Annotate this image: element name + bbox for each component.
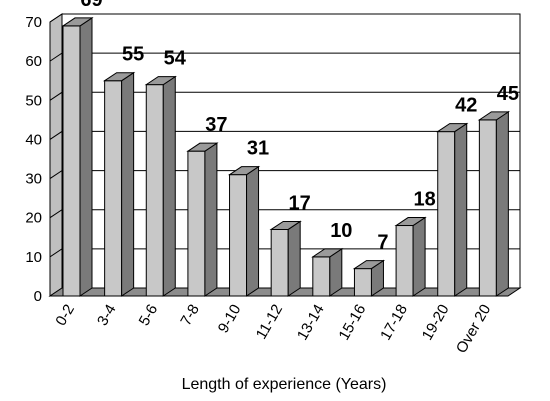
y-tick-label: 70 [25, 14, 42, 31]
bar-top [61, 17, 94, 27]
gridlines [49, 13, 520, 258]
y-tick-label: 10 [25, 249, 42, 266]
bar [144, 75, 177, 297]
y-tick-label: 50 [25, 92, 42, 109]
data-label: 45 [497, 83, 519, 105]
bar-top [186, 142, 219, 152]
bar-front [312, 256, 331, 297]
x-tick-label: Over 20 [453, 302, 494, 357]
x-tick-label: 13-14 [294, 302, 328, 344]
y-tick-labels: 0 10 20 30 40 50 60 70 [25, 14, 42, 305]
bar-front [104, 80, 123, 297]
data-label: 69 [80, 0, 102, 11]
gridline [49, 91, 520, 101]
bar-front [145, 84, 164, 297]
data-label: 54 [164, 48, 187, 70]
bar-side [162, 75, 176, 297]
bar [186, 142, 219, 297]
x-tick-label: 15-16 [336, 302, 370, 344]
data-label: 37 [205, 114, 227, 136]
bar [477, 110, 511, 297]
bars [61, 16, 511, 297]
bar [227, 165, 261, 297]
bar-front [395, 225, 414, 297]
bar [102, 71, 136, 297]
bar [352, 259, 386, 297]
bar-top [352, 260, 386, 270]
bar [61, 16, 94, 297]
gridline [49, 52, 520, 62]
x-tick-label: 17-18 [377, 302, 411, 344]
bar-top [311, 248, 344, 258]
data-labels: 69 55 54 37 31 17 10 7 18 42 45 [80, 0, 519, 254]
x-axis-title: Length of experience (Years) [182, 376, 387, 393]
bar-front [62, 25, 81, 297]
x-tick-label: 7-8 [177, 302, 203, 329]
bar-front [229, 174, 248, 297]
bar-top [102, 72, 136, 82]
bar-side [495, 110, 509, 297]
bar-top [227, 166, 261, 176]
gridline [49, 209, 520, 219]
bar-side [412, 216, 426, 297]
bar-side [121, 71, 135, 297]
data-label: 7 [377, 232, 388, 254]
x-tick-label: 11-12 [253, 302, 286, 343]
bar-side [287, 220, 301, 297]
gridline [49, 130, 520, 140]
bar-front [187, 150, 206, 297]
x-tick-labels: 0-2 3-4 5-6 7-8 9-10 11-12 13-14 15-16 17-18 19-2… [52, 302, 494, 357]
bar [394, 216, 427, 297]
side-wall [49, 13, 63, 297]
x-tick-label: 3-4 [94, 302, 120, 329]
bar [311, 247, 344, 297]
bar [436, 122, 469, 297]
y-tick-label: 0 [34, 288, 42, 305]
x-tick-label: 0-2 [52, 302, 78, 329]
data-label: 55 [122, 44, 144, 66]
bar [269, 220, 302, 297]
data-label: 17 [289, 192, 311, 214]
data-label: 10 [330, 220, 352, 242]
bar-side [454, 122, 468, 297]
y-tick-label: 20 [25, 210, 42, 227]
data-label: 31 [247, 138, 269, 160]
data-label: 42 [455, 95, 477, 117]
bar-top [477, 111, 511, 121]
y-tick-label: 60 [25, 53, 42, 70]
bar-top [394, 217, 427, 227]
y-tick-label: 40 [25, 131, 42, 148]
bar-top [269, 220, 302, 230]
bar-side [204, 142, 218, 297]
bar-front [353, 268, 372, 297]
bar-front [270, 228, 289, 297]
gridline [49, 248, 520, 258]
x-tick-label: 5-6 [136, 302, 162, 329]
x-tick-label: 9-10 [215, 302, 245, 337]
y-tick-label: 30 [25, 171, 42, 188]
bar-side [246, 165, 260, 297]
gridline [49, 170, 520, 179]
bar-top [436, 123, 469, 133]
gridline [49, 13, 520, 23]
bar-side [79, 16, 93, 297]
data-label: 18 [413, 189, 435, 211]
bar-top [144, 76, 177, 86]
bar-front [437, 131, 456, 297]
x-tick-label: 19-20 [419, 302, 453, 344]
bar-front [478, 119, 497, 297]
